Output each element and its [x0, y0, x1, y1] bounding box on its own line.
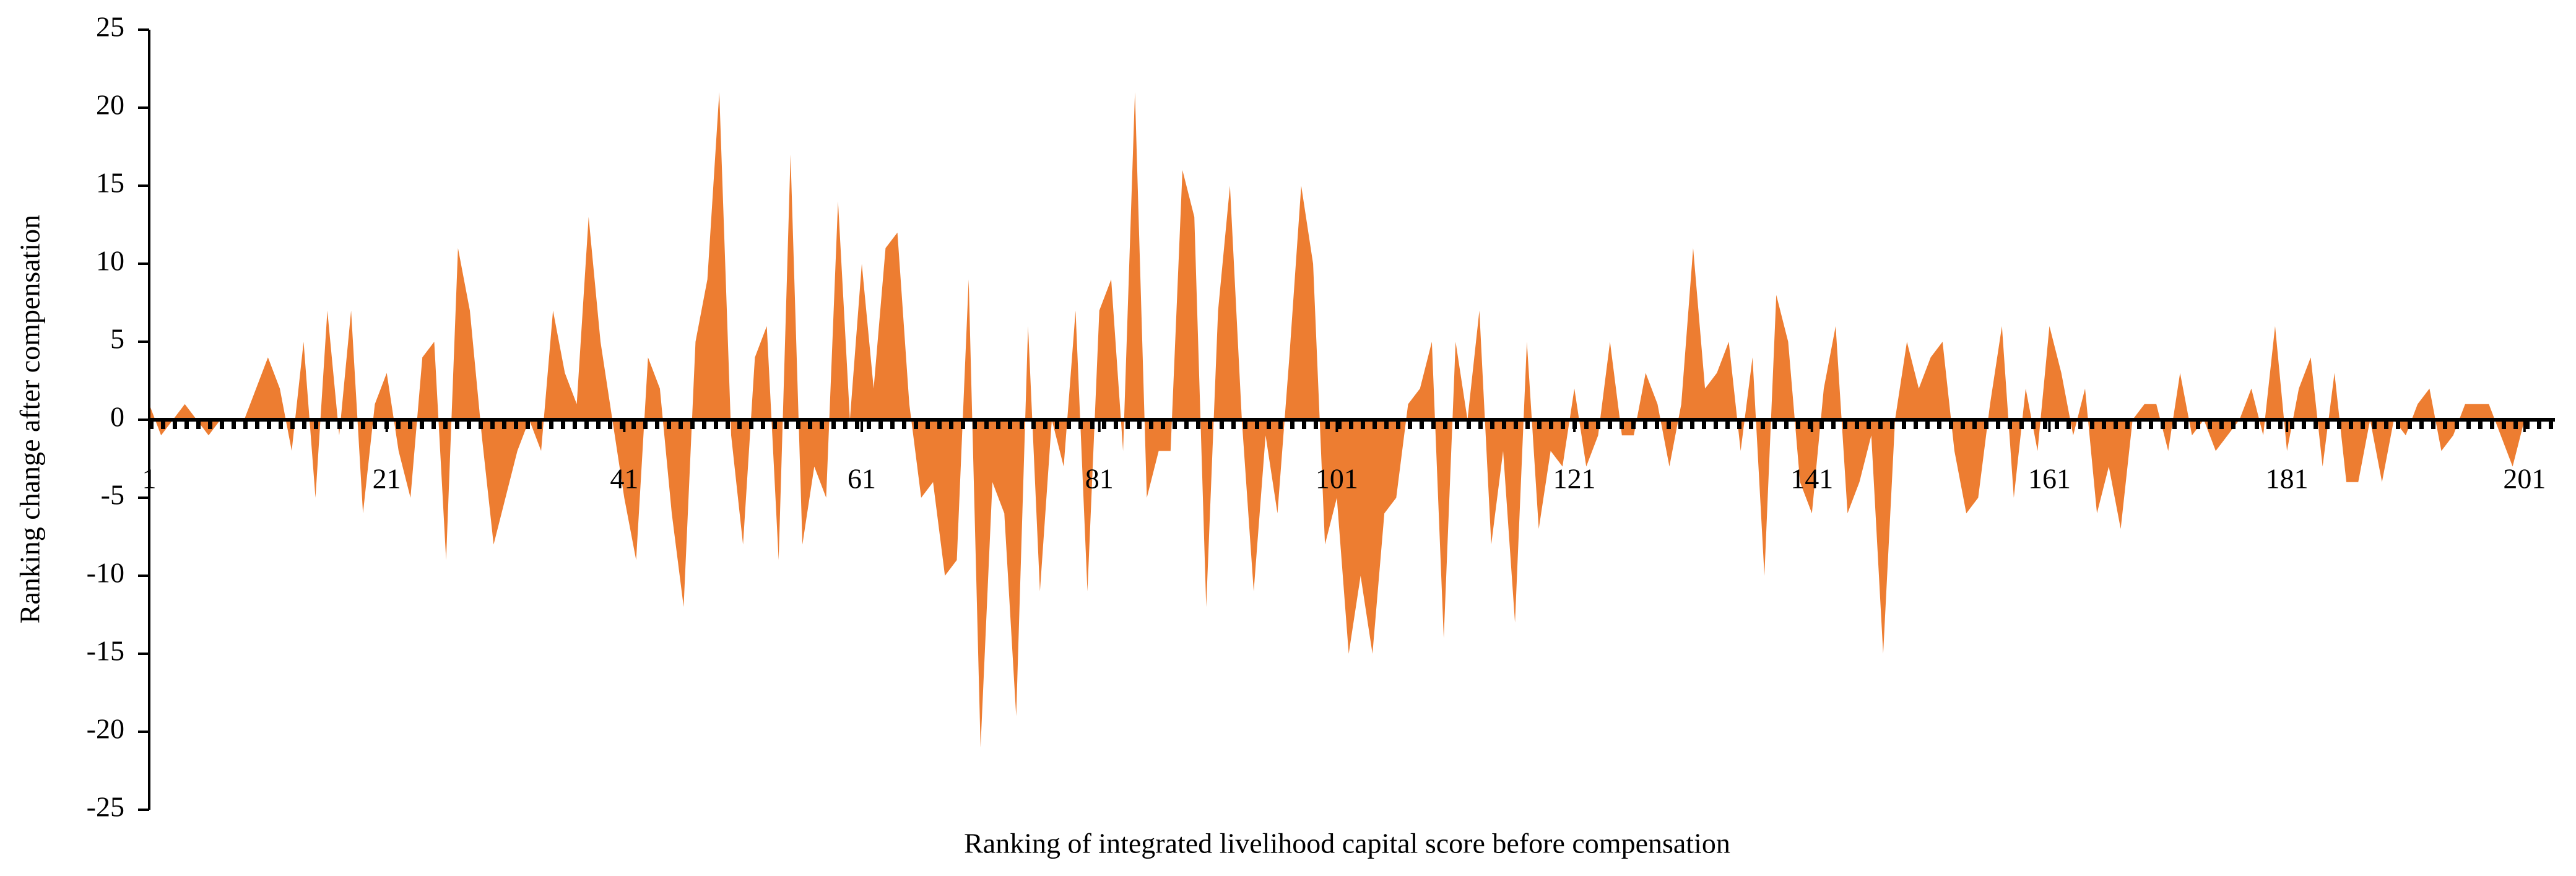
y-tick-label: 5 — [110, 323, 124, 355]
x-axis-title: Ranking of integrated livelihood capital… — [964, 828, 1730, 859]
x-tick-label: 41 — [610, 463, 638, 495]
x-tick-label: 61 — [848, 463, 876, 495]
x-tick-label: 81 — [1085, 463, 1114, 495]
x-tick-label: 121 — [1553, 463, 1596, 495]
y-tick-label: -20 — [87, 713, 124, 745]
x-tick-label: 141 — [1790, 463, 1833, 495]
x-tick-label: 201 — [2503, 463, 2546, 495]
y-tick-label: 25 — [96, 11, 124, 43]
x-tick-label: 1 — [142, 463, 157, 495]
y-tick-label: 10 — [96, 245, 124, 277]
y-tick-label: -5 — [101, 479, 124, 511]
x-tick-label: 101 — [1316, 463, 1358, 495]
y-tick-label: -15 — [87, 635, 124, 667]
x-tick-label: 161 — [2028, 463, 2071, 495]
x-tick-label: 181 — [2266, 463, 2309, 495]
y-tick-label: -10 — [87, 557, 124, 589]
y-tick-label: 0 — [110, 401, 124, 433]
y-tick-label: 15 — [96, 167, 124, 199]
y-tick-label: -25 — [87, 791, 124, 823]
x-tick-label: 21 — [373, 463, 401, 495]
y-axis-title: Ranking change after compensation — [14, 215, 46, 623]
y-tick-label: 20 — [96, 89, 124, 121]
